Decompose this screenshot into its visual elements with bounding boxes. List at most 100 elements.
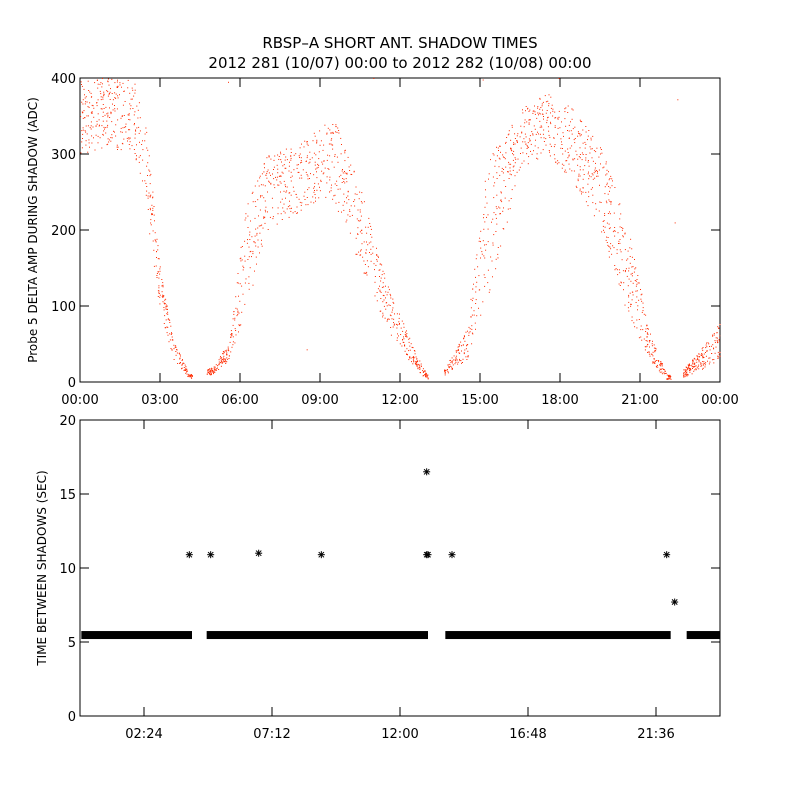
top-data-point	[142, 180, 143, 182]
top-data-point	[427, 378, 429, 380]
top-data-point	[529, 140, 531, 142]
top-data-point	[136, 105, 138, 107]
top-data-point	[582, 129, 584, 131]
top-data-point	[485, 249, 487, 251]
top-data-point	[398, 317, 400, 319]
top-data-point	[701, 365, 703, 367]
top-data-point	[220, 359, 222, 361]
top-data-point	[404, 345, 406, 347]
top-data-point	[261, 224, 263, 226]
top-data-point	[318, 158, 320, 160]
top-data-point	[102, 134, 104, 136]
top-data-point	[303, 146, 305, 148]
top-data-point	[695, 369, 697, 371]
top-data-point	[548, 105, 550, 107]
top-data-point	[585, 154, 587, 155]
top-data-point	[686, 367, 688, 369]
top-data-point	[628, 278, 630, 280]
top-data-point	[85, 101, 87, 103]
top-data-point	[632, 282, 634, 284]
top-data-point	[713, 362, 715, 364]
top-data-point	[717, 341, 719, 343]
top-data-point	[312, 140, 314, 142]
top-data-point	[400, 327, 402, 329]
top-data-point	[579, 190, 581, 192]
top-data-point	[712, 359, 714, 361]
top-data-point	[631, 275, 633, 277]
top-data-point	[591, 157, 593, 159]
top-data-point	[545, 138, 547, 140]
top-data-point	[167, 311, 169, 313]
top-data-point	[712, 335, 714, 337]
top-data-point	[359, 211, 361, 213]
top-data-point	[484, 277, 486, 278]
top-data-point	[263, 216, 265, 218]
top-data-point	[187, 376, 189, 377]
top-data-point	[341, 144, 342, 145]
top-data-point	[153, 249, 155, 251]
top-data-point	[298, 155, 300, 157]
top-data-point	[659, 371, 661, 373]
top-data-point	[487, 241, 489, 243]
top-data-point	[344, 160, 346, 162]
top-data-point	[694, 358, 696, 360]
top-data-point	[382, 314, 384, 316]
top-data-point	[190, 376, 192, 378]
top-data-point	[207, 371, 209, 373]
top-data-point	[320, 181, 322, 182]
top-data-point	[107, 138, 109, 140]
top-data-point	[587, 183, 589, 185]
top-data-point	[666, 374, 668, 376]
top-data-point	[549, 151, 550, 153]
top-data-point	[338, 130, 340, 131]
top-data-point	[116, 108, 118, 110]
top-data-point	[217, 367, 218, 369]
top-x-tick-label: 03:00	[141, 393, 178, 408]
top-data-point	[521, 162, 523, 164]
top-data-point	[171, 336, 173, 338]
top-data-point	[660, 362, 662, 364]
top-data-point	[347, 195, 349, 197]
top-data-point	[108, 139, 110, 141]
top-data-point	[299, 153, 301, 155]
top-data-point	[152, 240, 154, 242]
top-data-point	[532, 134, 534, 136]
top-data-point	[366, 241, 367, 243]
top-data-point	[525, 136, 527, 138]
top-data-point	[135, 159, 137, 161]
top-data-point	[181, 364, 183, 366]
top-data-point	[181, 367, 183, 369]
top-data-point	[419, 360, 421, 362]
top-data-point	[97, 87, 99, 89]
top-data-point	[260, 243, 262, 245]
top-data-point	[232, 318, 234, 320]
top-data-point	[276, 164, 278, 166]
top-data-point	[365, 252, 367, 254]
top-data-point	[668, 376, 670, 378]
top-data-point	[650, 333, 651, 335]
top-data-point	[405, 331, 406, 333]
top-data-point	[539, 97, 541, 99]
top-data-point	[154, 232, 156, 234]
top-data-point	[93, 107, 95, 109]
top-data-point	[483, 217, 484, 219]
top-data-point	[703, 361, 705, 363]
top-data-point	[179, 362, 180, 364]
top-data-point	[272, 216, 274, 218]
top-data-point	[510, 149, 512, 151]
top-data-point	[262, 184, 264, 186]
top-x-tick-label: 18:00	[541, 393, 578, 408]
top-data-point	[451, 362, 453, 364]
top-data-point	[212, 371, 214, 373]
top-data-point	[88, 142, 90, 144]
top-data-point	[238, 312, 240, 314]
top-data-point	[614, 187, 616, 188]
top-data-point	[305, 160, 307, 162]
top-data-point	[357, 234, 359, 235]
top-data-point	[505, 141, 507, 143]
top-data-point	[106, 113, 108, 115]
top-data-point	[461, 362, 462, 364]
top-data-point	[411, 346, 413, 348]
top-data-point	[207, 370, 209, 372]
top-data-point	[122, 104, 124, 106]
